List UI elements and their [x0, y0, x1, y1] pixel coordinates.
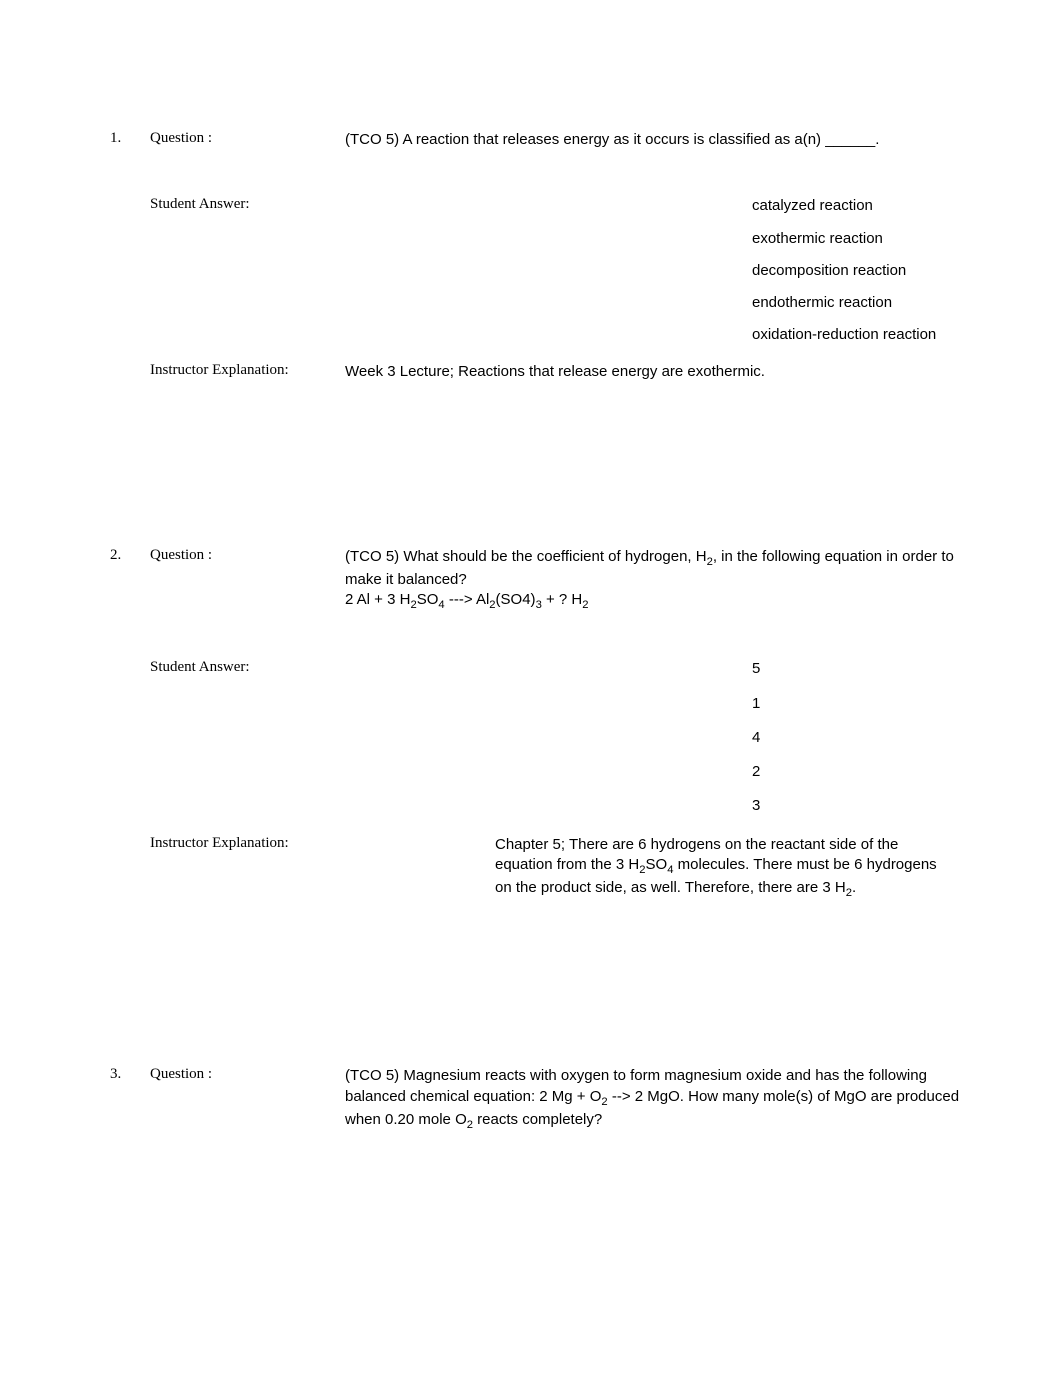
- gutter: [110, 835, 150, 902]
- options-column: 5 1 4 2 3: [752, 659, 962, 830]
- question-block: 3. Question : (TCO 5) Magnesium reacts w…: [110, 1066, 962, 1133]
- question-block: 1. Question : (TCO 5) A reaction that re…: [110, 130, 962, 382]
- question-number: 2.: [110, 547, 150, 564]
- spacer: [345, 196, 752, 357]
- option: 1: [752, 694, 962, 714]
- option: 4: [752, 728, 962, 748]
- question-label: Question :: [150, 130, 345, 147]
- option: 3: [752, 796, 962, 816]
- question-label: Question :: [150, 1066, 345, 1083]
- question-block: 2. Question : (TCO 5) What should be the…: [110, 547, 962, 902]
- option: endothermic reaction: [752, 293, 962, 313]
- explanation-row: Instructor Explanation: Chapter 5; There…: [110, 835, 962, 902]
- question-text: (TCO 5) A reaction that releases energy …: [345, 130, 962, 150]
- question-text: (TCO 5) Magnesium reacts with oxygen to …: [345, 1066, 962, 1133]
- option: 5: [752, 659, 962, 679]
- student-answer-label: Student Answer:: [150, 196, 345, 357]
- gutter: [110, 362, 150, 382]
- options-column: catalyzed reaction exothermic reaction d…: [752, 196, 962, 357]
- question-row: 2. Question : (TCO 5) What should be the…: [110, 547, 962, 614]
- question-row: 3. Question : (TCO 5) Magnesium reacts w…: [110, 1066, 962, 1133]
- option: exothermic reaction: [752, 229, 962, 249]
- option: decomposition reaction: [752, 261, 962, 281]
- explanation-text: Chapter 5; There are 6 hydrogens on the …: [345, 835, 962, 902]
- question-label: Question :: [150, 547, 345, 564]
- option: 2: [752, 762, 962, 782]
- student-answer-label: Student Answer:: [150, 659, 345, 830]
- gutter: [110, 659, 150, 830]
- option: catalyzed reaction: [752, 196, 962, 216]
- spacer: [345, 659, 752, 830]
- explanation-text: Week 3 Lecture; Reactions that release e…: [345, 362, 962, 382]
- question-number: 3.: [110, 1066, 150, 1083]
- question-row: 1. Question : (TCO 5) A reaction that re…: [110, 130, 962, 150]
- instructor-explanation-label: Instructor Explanation:: [150, 835, 345, 902]
- answers-row: Student Answer: catalyzed reaction exoth…: [110, 196, 962, 357]
- gutter: [110, 196, 150, 357]
- explanation-row: Instructor Explanation: Week 3 Lecture; …: [110, 362, 962, 382]
- answers-row: Student Answer: 5 1 4 2 3: [110, 659, 962, 830]
- option: oxidation-reduction reaction: [752, 325, 962, 345]
- question-number: 1.: [110, 130, 150, 147]
- question-text: (TCO 5) What should be the coefficient o…: [345, 547, 962, 614]
- instructor-explanation-label: Instructor Explanation:: [150, 362, 345, 382]
